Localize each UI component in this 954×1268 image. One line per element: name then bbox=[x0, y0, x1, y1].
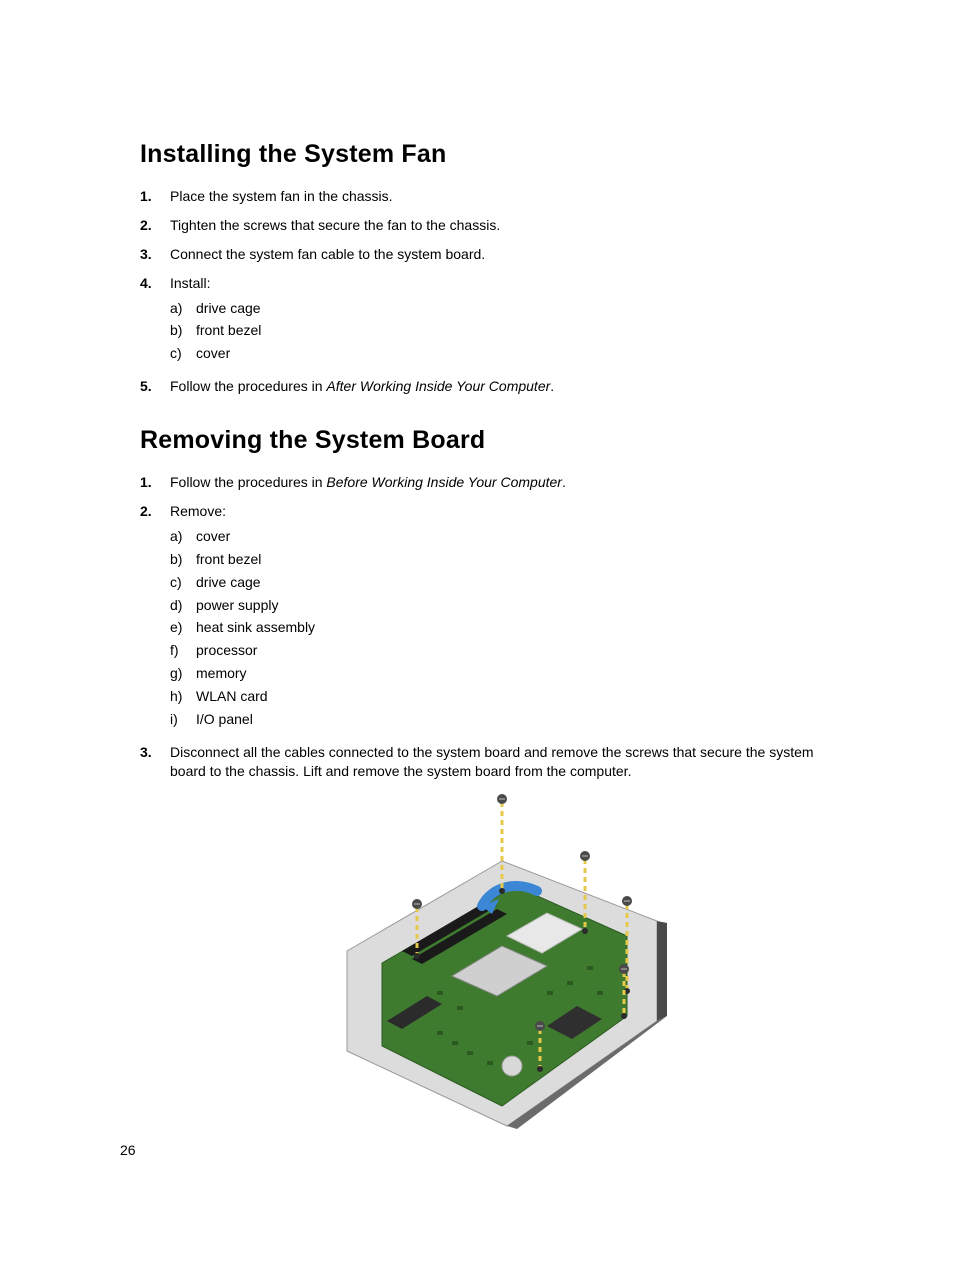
list-item: 1. Place the system fan in the chassis. bbox=[140, 187, 834, 206]
sub-list-item: c)cover bbox=[170, 344, 834, 363]
sub-list-item: c)drive cage bbox=[170, 573, 834, 592]
list-text: Connect the system fan cable to the syst… bbox=[170, 245, 834, 264]
sub-text: WLAN card bbox=[196, 687, 834, 706]
sub-list-item: b)front bezel bbox=[170, 321, 834, 340]
sub-text: power supply bbox=[196, 596, 834, 615]
ordered-list-removing: 1. Follow the procedures in Before Worki… bbox=[140, 473, 834, 781]
list-item: 2. Remove: a)cover b)front bezel c)drive… bbox=[140, 502, 834, 733]
list-number: 5. bbox=[140, 377, 170, 396]
sub-letter: b) bbox=[170, 321, 196, 340]
sub-list-item: b)front bezel bbox=[170, 550, 834, 569]
sub-letter: h) bbox=[170, 687, 196, 706]
sub-letter: c) bbox=[170, 344, 196, 363]
sub-list-item: e)heat sink assembly bbox=[170, 618, 834, 637]
sub-list: a)cover b)front bezel c)drive cage d)pow… bbox=[170, 527, 834, 729]
list-number: 1. bbox=[140, 473, 170, 492]
list-text: Follow the procedures in Before Working … bbox=[170, 473, 834, 492]
sub-letter: c) bbox=[170, 573, 196, 592]
list-body: Install: a)drive cage b)front bezel c)co… bbox=[170, 274, 834, 368]
section-title-removing-board: Removing the System Board bbox=[140, 426, 834, 455]
sub-text: cover bbox=[196, 344, 834, 363]
sub-letter: e) bbox=[170, 618, 196, 637]
sub-letter: f) bbox=[170, 641, 196, 660]
document-page: Installing the System Fan 1. Place the s… bbox=[0, 0, 954, 1268]
sub-text: drive cage bbox=[196, 573, 834, 592]
list-item: 4. Install: a)drive cage b)front bezel c… bbox=[140, 274, 834, 368]
list-number: 2. bbox=[140, 216, 170, 235]
sub-list-item: a)drive cage bbox=[170, 299, 834, 318]
ordered-list-installing: 1. Place the system fan in the chassis. … bbox=[140, 187, 834, 396]
sub-text: front bezel bbox=[196, 321, 834, 340]
italic-reference: After Working Inside Your Computer bbox=[326, 378, 550, 394]
list-text: Follow the procedures in After Working I… bbox=[170, 377, 834, 396]
sub-list-item: f)processor bbox=[170, 641, 834, 660]
sub-letter: g) bbox=[170, 664, 196, 683]
list-text: Remove: bbox=[170, 503, 226, 519]
sub-list-item: d)power supply bbox=[170, 596, 834, 615]
list-number: 4. bbox=[140, 274, 170, 293]
list-item: 1. Follow the procedures in Before Worki… bbox=[140, 473, 834, 492]
list-item: 5. Follow the procedures in After Workin… bbox=[140, 377, 834, 396]
sub-list-item: i)I/O panel bbox=[170, 710, 834, 729]
system-board-figure bbox=[287, 791, 687, 1151]
sub-text: cover bbox=[196, 527, 834, 546]
list-number: 2. bbox=[140, 502, 170, 521]
sub-letter: i) bbox=[170, 710, 196, 729]
sub-text: I/O panel bbox=[196, 710, 834, 729]
section-title-installing-fan: Installing the System Fan bbox=[140, 140, 834, 169]
sub-text: front bezel bbox=[196, 550, 834, 569]
list-text: Place the system fan in the chassis. bbox=[170, 187, 834, 206]
page-number: 26 bbox=[120, 1142, 136, 1158]
text-prefix: Follow the procedures in bbox=[170, 378, 326, 394]
list-number: 3. bbox=[140, 743, 170, 762]
text-prefix: Follow the procedures in bbox=[170, 474, 326, 490]
sub-list-item: h)WLAN card bbox=[170, 687, 834, 706]
sub-list-item: g)memory bbox=[170, 664, 834, 683]
text-suffix: . bbox=[562, 474, 566, 490]
list-text: Install: bbox=[170, 275, 210, 291]
list-number: 1. bbox=[140, 187, 170, 206]
sub-letter: a) bbox=[170, 527, 196, 546]
list-body: Remove: a)cover b)front bezel c)drive ca… bbox=[170, 502, 834, 733]
italic-reference: Before Working Inside Your Computer bbox=[326, 474, 562, 490]
sub-text: heat sink assembly bbox=[196, 618, 834, 637]
list-item: 2. Tighten the screws that secure the fa… bbox=[140, 216, 834, 235]
sub-text: processor bbox=[196, 641, 834, 660]
sub-list: a)drive cage b)front bezel c)cover bbox=[170, 299, 834, 364]
sub-letter: d) bbox=[170, 596, 196, 615]
list-text: Disconnect all the cables connected to t… bbox=[170, 743, 834, 781]
list-item: 3. Connect the system fan cable to the s… bbox=[140, 245, 834, 264]
sub-list-item: a)cover bbox=[170, 527, 834, 546]
sub-text: memory bbox=[196, 664, 834, 683]
figure-container bbox=[140, 791, 834, 1151]
text-suffix: . bbox=[550, 378, 554, 394]
list-item: 3. Disconnect all the cables connected t… bbox=[140, 743, 834, 781]
sub-text: drive cage bbox=[196, 299, 834, 318]
list-text: Tighten the screws that secure the fan t… bbox=[170, 216, 834, 235]
sub-letter: a) bbox=[170, 299, 196, 318]
sub-letter: b) bbox=[170, 550, 196, 569]
list-number: 3. bbox=[140, 245, 170, 264]
